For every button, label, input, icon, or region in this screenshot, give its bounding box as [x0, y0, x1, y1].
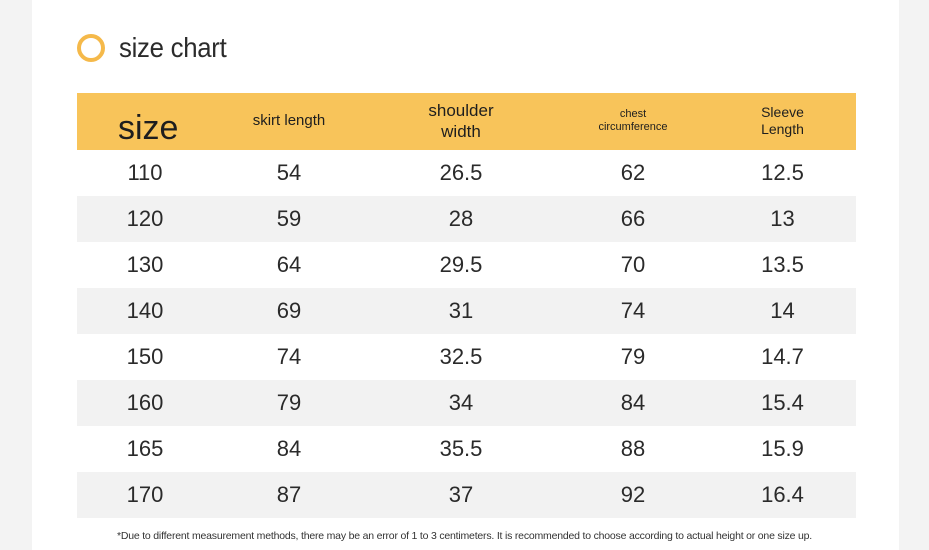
- page-title: size chart: [119, 32, 227, 63]
- table-row: 150 74 32.5 79 14.7: [77, 334, 856, 380]
- cell-skirt-length: 74: [276, 343, 302, 369]
- cell-chest: 92: [557, 471, 709, 518]
- cell-sleeve-length: 16.4: [709, 471, 856, 518]
- cell-chest: 84: [557, 379, 709, 426]
- cell-sleeve-length: 13: [709, 195, 856, 242]
- cell-shoulder-width: 37: [365, 471, 557, 518]
- size-chart-table: size skirt length shoulder width chest c…: [77, 93, 856, 518]
- table-row: 140 69 31 74 14: [77, 287, 856, 334]
- cell-size: 110: [127, 159, 163, 185]
- cell-size: 130: [126, 251, 164, 277]
- cell-chest: 79: [620, 343, 646, 369]
- content-card: [32, 0, 899, 550]
- cell-size: 120: [77, 195, 213, 242]
- header-skirt-length: skirt length: [213, 93, 365, 150]
- cell-skirt-length: 69: [213, 287, 365, 334]
- cell-sleeve-length: 14: [709, 287, 856, 334]
- cell-chest: 66: [557, 195, 709, 242]
- header-shoulder-width: shoulder width: [365, 93, 557, 150]
- header-chest-circumference: chest circumference: [557, 93, 709, 150]
- cell-shoulder-width: 34: [365, 379, 557, 426]
- cell-chest: 70: [620, 251, 646, 277]
- cell-skirt-length: 64: [276, 251, 302, 277]
- cell-chest: 62: [620, 159, 646, 185]
- cell-shoulder-width: 35.5: [439, 435, 483, 461]
- section-header: size chart: [77, 30, 236, 66]
- header-size: size: [77, 93, 213, 150]
- cell-shoulder-width: 31: [365, 287, 557, 334]
- cell-size: 140: [77, 287, 213, 334]
- cell-shoulder-width: 32.5: [439, 343, 483, 369]
- cell-skirt-length: 84: [276, 435, 302, 461]
- cell-sleeve-length: 12.5: [761, 159, 804, 185]
- footnote: *Due to different measurement methods, t…: [116, 530, 813, 542]
- cell-size: 160: [77, 379, 213, 426]
- cell-skirt-length: 54: [276, 159, 302, 185]
- cell-sleeve-length: 15.9: [761, 435, 804, 461]
- cell-skirt-length: 79: [213, 379, 365, 426]
- cell-chest: 88: [620, 435, 646, 461]
- cell-size: 150: [126, 343, 164, 369]
- table-row: 170 87 37 92 16.4: [77, 471, 856, 518]
- cell-chest: 74: [557, 287, 709, 334]
- cell-sleeve-length: 14.7: [761, 343, 804, 369]
- cell-size: 170: [77, 471, 213, 518]
- table-row: 130 64 29.5 70 13.5: [77, 242, 856, 288]
- cell-size: 165: [126, 435, 164, 461]
- table-row: 165 84 35.5 88 15.9: [77, 426, 856, 472]
- table-header-row: size skirt length shoulder width chest c…: [77, 93, 856, 150]
- table-row: 110 54 26.5 62 12.5: [77, 150, 856, 196]
- table-row: 120 59 28 66 13: [77, 195, 856, 242]
- cell-shoulder-width: 26.5: [439, 159, 483, 185]
- table-row: 160 79 34 84 15.4: [77, 379, 856, 426]
- circle-icon: [77, 34, 105, 62]
- cell-sleeve-length: 13.5: [761, 251, 804, 277]
- cell-shoulder-width: 28: [365, 195, 557, 242]
- cell-skirt-length: 59: [213, 195, 365, 242]
- header-sleeve-length: Sleeve Length: [709, 93, 856, 150]
- cell-sleeve-length: 15.4: [709, 379, 856, 426]
- cell-skirt-length: 87: [213, 471, 365, 518]
- cell-shoulder-width: 29.5: [439, 251, 483, 277]
